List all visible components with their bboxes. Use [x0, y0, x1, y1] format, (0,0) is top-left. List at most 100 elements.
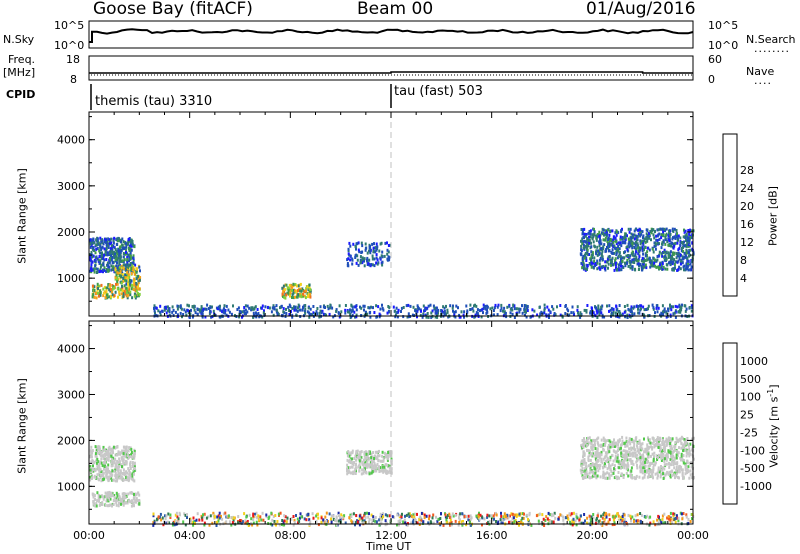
velocity-scatter-cell [634, 439, 637, 443]
power-scatter-cell [600, 311, 603, 315]
power-scatter-cell [369, 251, 372, 255]
velocity-scatter-cell [295, 514, 297, 517]
power-scatter-cell [241, 310, 244, 314]
velocity-scatter-cell [648, 474, 651, 478]
power-scatter-cell [99, 244, 102, 248]
power-scatter-cell [91, 247, 94, 251]
power-scatter-cell [114, 290, 117, 294]
velocity-scatter-cell [671, 437, 674, 441]
power-scatter-cell [293, 288, 295, 292]
velocity-scatter-cell [620, 443, 623, 447]
power-scatter-cell [627, 237, 630, 241]
velocity-scatter-cell [673, 517, 676, 521]
velocity-scatter-cell [228, 520, 231, 524]
velocity-scatter-cell [601, 523, 604, 527]
velocity-scatter-cell [416, 512, 418, 516]
velocity-scatter-cell [110, 491, 113, 495]
power-colorbar-tick: 24 [740, 182, 754, 195]
velocity-scatter-cell [691, 448, 694, 452]
power-scatter-cell [128, 244, 131, 248]
power-scatter-cell [633, 305, 636, 309]
power-scatter-cell [600, 305, 603, 309]
velocity-scatter-cell [666, 516, 669, 520]
power-scatter-cell [640, 307, 642, 311]
power-scatter-cell [135, 267, 138, 271]
velocity-scatter-cell [104, 459, 107, 463]
power-scatter-cell [125, 268, 127, 272]
power-scatter-cell [664, 255, 667, 258]
power-scatter-cell [453, 313, 456, 317]
power-scatter-cell [631, 267, 634, 271]
power-scatter-cell [624, 240, 626, 244]
power-scatter-cell [394, 313, 397, 317]
power-scatter-cell [338, 304, 341, 308]
power-scatter-cell [599, 237, 601, 241]
power-scatter-cell [582, 254, 585, 258]
velocity-scatter-cell [300, 515, 303, 519]
velocity-scatter-cell [519, 520, 522, 524]
power-scatter-cell [356, 258, 359, 262]
power-scatter-cell [349, 312, 352, 316]
velocity-scatter-cell [440, 512, 442, 516]
velocity-scatter-cell [92, 502, 95, 506]
power-scatter-cell [609, 308, 612, 312]
power-scatter-cell [590, 250, 593, 254]
power-scatter-cell [612, 235, 615, 239]
power-scatter-cell [348, 310, 351, 314]
velocity-scatter-cell [129, 472, 132, 476]
power-scatter-cell [691, 241, 694, 245]
power-scatter-cell [371, 263, 374, 267]
power-scatter-cell [460, 310, 463, 314]
velocity-scatter-cell [628, 437, 631, 441]
power-scatter-cell [139, 269, 141, 273]
velocity-scatter-cell [667, 515, 670, 518]
power-scatter-cell [129, 290, 132, 294]
velocity-scatter-cell [621, 515, 624, 518]
velocity-scatter-cell [109, 493, 112, 497]
power-scatter-cell [122, 263, 125, 267]
velocity-scatter-cell [367, 463, 370, 467]
power-scatter-cell [615, 240, 618, 244]
velocity-scatter-cell [618, 476, 621, 480]
power-scatter-cell [191, 315, 194, 319]
velocity-scatter-cell [355, 469, 357, 473]
power-scatter-cell [591, 253, 594, 257]
velocity-scatter-cell [98, 470, 101, 474]
velocity-scatter-cell [125, 470, 127, 474]
power-scatter-cell [661, 227, 664, 231]
power-scatter-cell [98, 270, 101, 274]
velocity-scatter-cell [346, 454, 349, 458]
power-scatter-cell [619, 235, 622, 239]
velocity-scatter-cell [457, 523, 460, 527]
power-scatter-cell [521, 311, 524, 315]
power-scatter-cell [617, 254, 620, 258]
power-scatter-cell [109, 254, 112, 257]
velocity-scatter-cell [173, 523, 176, 527]
velocity-scatter-cell [575, 515, 578, 519]
power-scatter-cell [492, 309, 495, 312]
power-scatter-cell [116, 276, 119, 280]
power-scatter-cell [588, 253, 591, 256]
velocity-scatter-cell [325, 520, 328, 523]
velocity-scatter-cell [654, 472, 657, 476]
power-scatter-cell [118, 255, 121, 259]
power-scatter-cell [268, 306, 271, 310]
power-scatter-cell [597, 249, 600, 253]
velocity-scatter-cell [283, 523, 286, 527]
velocity-scatter-cell [378, 465, 380, 469]
power-scatter-cell [101, 251, 103, 255]
power-scatter-cell [363, 308, 365, 312]
velocity-scatter-cell [224, 511, 227, 515]
power-scatter-cell [656, 258, 659, 262]
power-scatter-cell [227, 308, 230, 312]
power-scatter-cell [629, 310, 632, 313]
power-scatter-cell [382, 308, 385, 312]
velocity-scatter-cell [640, 466, 643, 470]
power-scatter-cell [651, 303, 654, 307]
power-scatter-cell [153, 304, 156, 308]
power-scatter-cell [376, 315, 378, 319]
power-scatter-cell [684, 309, 687, 313]
velocity-scatter-cell [514, 518, 517, 522]
power-scatter-cell [496, 313, 499, 317]
power-scatter-cell [632, 260, 634, 264]
